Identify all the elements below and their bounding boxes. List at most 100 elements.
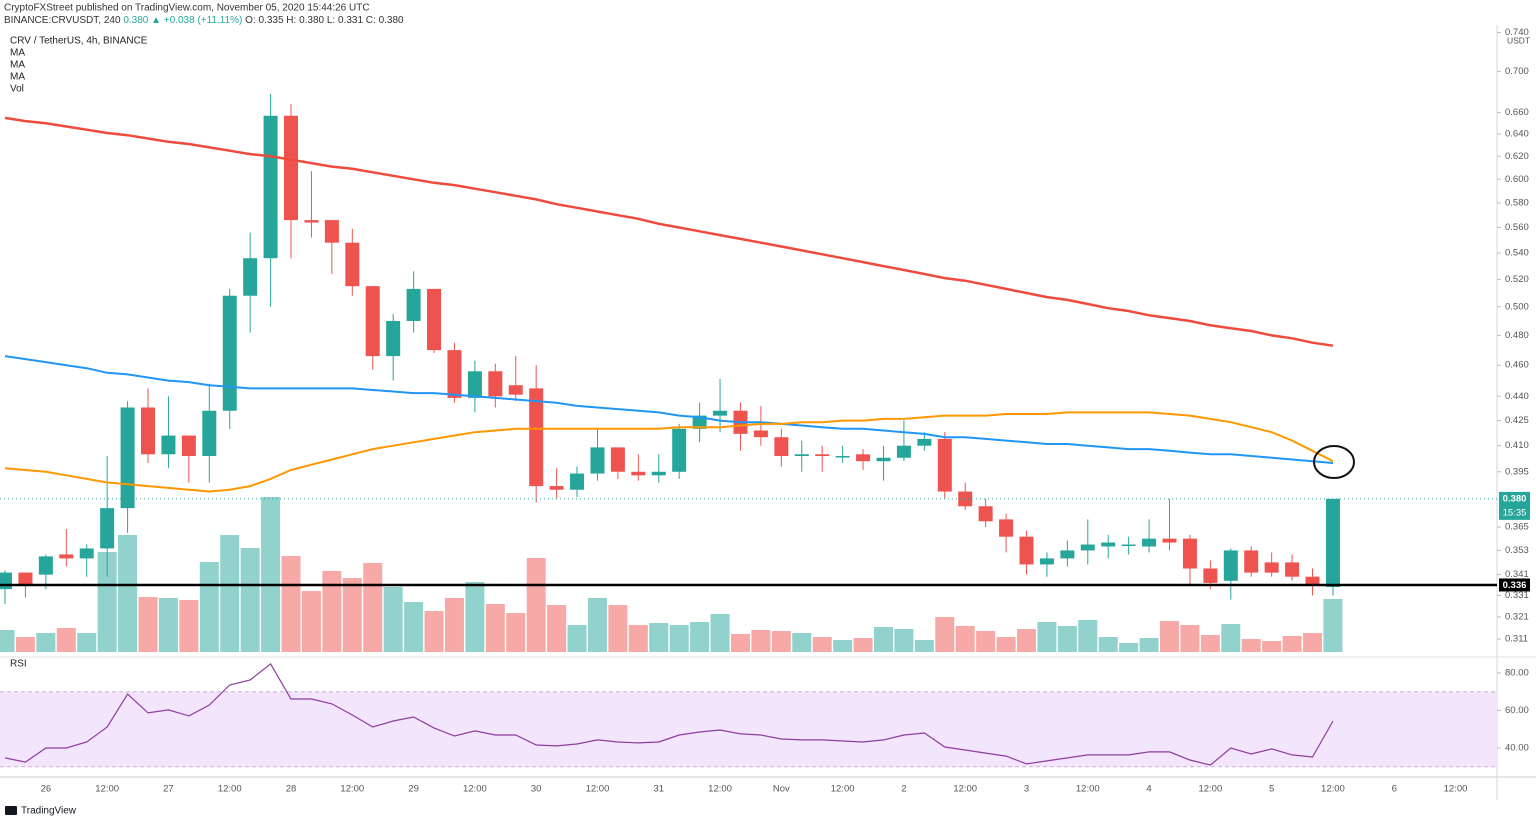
footer-brand: TradingView [21,806,77,817]
volume-bar [669,625,689,652]
y-tick-label: 0.353 [1505,545,1529,556]
candle-body [345,242,360,287]
x-tick-label: 12:00 [1321,784,1345,795]
y-tick-label: 0.500 [1505,301,1529,312]
y-tick-label: 0.640 [1505,129,1529,140]
rsi-tick-label: 60.00 [1505,705,1529,716]
x-tick-label: 12:00 [218,784,242,795]
volume-bar [1057,626,1077,652]
volume-bar [342,578,362,652]
y-tick-label: 0.321 [1505,611,1529,622]
x-tick-label: 3 [1024,784,1029,795]
moving-average-line [4,355,1334,464]
candle-body [651,471,666,476]
x-tick-label: 12:00 [831,784,855,795]
x-tick-label: 12:00 [340,784,364,795]
volume-bar [1037,622,1057,652]
candle-body [222,295,237,411]
y-tick-label: 0.365 [1505,522,1529,533]
x-tick-label: 30 [531,784,542,795]
candle-body [753,430,768,438]
candle-body [549,486,564,490]
x-tick-label: 2 [901,784,906,795]
footer-logo [5,806,17,815]
volume-bar [894,629,914,652]
volume-bar [1017,629,1036,652]
volume-bar [1098,637,1118,652]
candle-body [284,115,299,221]
y-tick-label: 0.740 [1505,27,1529,38]
annotation-circle [1313,445,1355,479]
volume-bar [751,630,771,652]
candle-body [590,447,605,474]
volume-bar [424,611,444,652]
symbol-line: BINANCE:CRVUSDT, 240 0.380 ▲ +0.038 (+11… [4,15,404,26]
y-tick-label: 0.460 [1505,360,1529,371]
chart-title: CRV / TetherUS, 4h, BINANCE [10,36,148,47]
volume-bar [792,633,812,652]
y-tick-label: 0.311 [1505,634,1528,645]
x-tick-label: 31 [653,784,664,795]
legend-entry: MA [10,60,25,71]
candle-body [876,457,891,462]
y-tick-label: 0.540 [1505,248,1529,259]
y-tick-label: 0.580 [1505,198,1529,209]
candle-body [958,491,973,507]
candle-body [1182,538,1197,569]
volume-bar [587,598,607,652]
y-tick-label: 0.620 [1505,151,1529,162]
x-tick-label: 12:00 [463,784,487,795]
candle-body [1039,558,1054,565]
y-tick-label: 0.331 [1505,590,1529,601]
volume-bar [158,598,178,652]
volume-bar [1078,620,1098,652]
y-tick-label: 0.425 [1505,415,1529,426]
y-tick-label: 0.560 [1505,222,1529,233]
candle-body [1101,542,1116,547]
volume-bar [281,556,301,652]
x-tick-label: 4 [1146,784,1151,795]
volume-bar [444,598,464,652]
volume-bar [322,571,342,652]
legend-entry: MA [10,72,25,83]
legend-entry: Vol [10,84,24,95]
x-tick-label: 27 [163,784,174,795]
x-tick-label: 12:00 [1444,784,1468,795]
volume-bar [363,563,383,652]
volume-bar [1200,635,1220,652]
candle-body [386,320,401,357]
candle-body [141,407,156,455]
volume-bar [649,623,669,652]
volume-bar [118,535,138,652]
candle-body [304,220,319,223]
candle-body [1244,550,1259,573]
candle-body [835,456,850,458]
volume-bar [996,637,1016,652]
y-tick-label: 0.520 [1505,274,1529,285]
y-tick-label: 0.440 [1505,391,1529,402]
support-label: 0.336 [1503,580,1527,591]
candle-body [856,454,871,462]
volume-bar [56,628,76,652]
logo-icon [5,806,17,815]
candle-body [917,438,932,446]
legend-entry: MA [10,48,25,59]
volume-bar [1119,643,1139,652]
volume-bar [261,497,281,652]
rsi-tick-label: 40.00 [1505,743,1529,754]
candle-body [467,371,482,398]
x-tick-label: 12:00 [953,784,977,795]
volume-bar [1180,625,1200,652]
price-badge [1499,491,1530,520]
y-tick-label: 0.660 [1505,107,1529,118]
x-tick-label: 12:00 [1198,784,1222,795]
volume-bar [1221,624,1241,652]
volume-bar [1262,641,1282,652]
volume-bar [199,562,219,652]
candle-body [447,350,462,398]
ohlc: O: 0.335 H: 0.380 L: 0.331 C: 0.380 [245,15,404,26]
candle-body [692,415,707,429]
rsi-line [4,663,1334,766]
candle-body [999,519,1014,537]
x-tick-label: 28 [286,784,297,795]
